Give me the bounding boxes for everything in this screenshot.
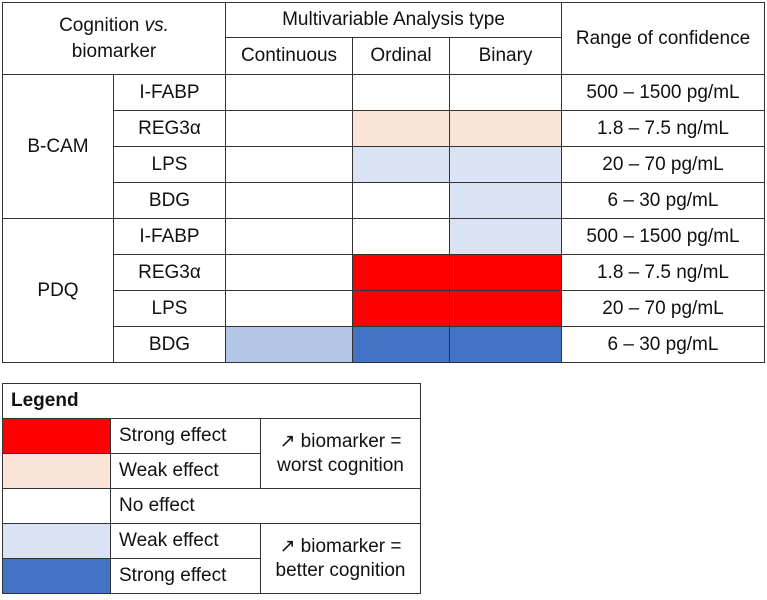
legend-label-strong-better: Strong effect (110, 558, 261, 594)
range-cell: 500 – 1500 pg/mL (561, 218, 765, 255)
results-table: Cognition vs. biomarker Multivariable An… (2, 2, 765, 363)
range-cell: 6 – 30 pg/mL (561, 326, 765, 363)
continuous-effect-cell (225, 74, 353, 111)
biomarker-cell: I-FABP (113, 218, 226, 255)
header-biomarker-text: biomarker (71, 40, 157, 62)
continuous-effect-cell (225, 254, 353, 291)
binary-effect-cell (449, 146, 562, 183)
legend-better-line2: better cognition (275, 559, 406, 581)
ordinal-effect-cell (352, 218, 450, 255)
binary-effect-cell (449, 290, 562, 327)
biomarker-cell: BDG (113, 326, 226, 363)
biomarker-cell: LPS (113, 290, 226, 327)
ordinal-effect-cell (352, 290, 450, 327)
binary-effect-cell (449, 326, 562, 363)
ordinal-effect-cell (352, 254, 450, 291)
continuous-effect-cell (225, 182, 353, 219)
range-cell: 1.8 – 7.5 ng/mL (561, 254, 765, 291)
group-label: B-CAM (2, 74, 114, 219)
range-cell: 20 – 70 pg/mL (561, 290, 765, 327)
table-row: BDG 6 – 30 pg/mL (3, 182, 765, 219)
binary-effect-cell (449, 110, 562, 147)
header-cognition-vs-biomarker: Cognition vs. biomarker (2, 2, 226, 75)
legend-label-weak-worse: Weak effect (110, 453, 261, 489)
binary-effect-cell (449, 182, 562, 219)
legend-label-none: No effect (110, 488, 421, 524)
header-ordinal: Ordinal (352, 37, 450, 75)
range-cell: 1.8 – 7.5 ng/mL (561, 110, 765, 147)
biomarker-cell: REG3α (113, 110, 226, 147)
header-continuous: Continuous (225, 37, 353, 75)
legend-swatch-strong-better (2, 558, 111, 594)
legend-label-strong-worse: Strong effect (110, 418, 261, 454)
legend-swatch-weak-better (2, 523, 111, 559)
continuous-effect-cell (225, 218, 353, 255)
header-cognition-text: Cognition (59, 14, 145, 36)
ordinal-effect-cell (352, 146, 450, 183)
table-row: LPS 20 – 70 pg/mL (3, 146, 765, 183)
legend-worse-line2: worst cognition (277, 454, 404, 476)
ordinal-effect-cell (352, 110, 450, 147)
ordinal-effect-cell (352, 182, 450, 219)
binary-effect-cell (449, 74, 562, 111)
table-row: REG3α 1.8 – 7.5 ng/mL (3, 110, 765, 147)
legend-group-worse-cognition: ↗ biomarker = worst cognition (260, 418, 421, 489)
legend-label-weak-better: Weak effect (110, 523, 261, 559)
biomarker-cell: I-FABP (113, 74, 226, 111)
header-analysis-type: Multivariable Analysis type (225, 2, 562, 38)
legend-worse-line1: ↗ biomarker = (279, 430, 402, 452)
legend-group-better-cognition: ↗ biomarker = better cognition (260, 523, 421, 594)
table-row: PDQ I-FABP 500 – 1500 pg/mL (2, 218, 765, 363)
table-row: REG3α 1.8 – 7.5 ng/mL (3, 254, 765, 291)
continuous-effect-cell (225, 110, 353, 147)
ordinal-effect-cell (352, 74, 450, 111)
continuous-effect-cell (225, 326, 353, 363)
range-cell: 20 – 70 pg/mL (561, 146, 765, 183)
legend-swatch-strong-worse (2, 418, 111, 454)
range-cell: 500 – 1500 pg/mL (561, 74, 765, 111)
continuous-effect-cell (225, 290, 353, 327)
legend-better-line1: ↗ biomarker = (279, 535, 402, 557)
table-row: BDG 6 – 30 pg/mL (3, 326, 765, 363)
table-row: B-CAM I-FABP 500 – 1500 pg/mL (2, 74, 765, 219)
legend-swatch-weak-worse (2, 453, 111, 489)
header-range-of-confidence: Range of confidence (561, 2, 765, 75)
range-cell: 6 – 30 pg/mL (561, 182, 765, 219)
binary-effect-cell (449, 218, 562, 255)
legend-title: Legend (2, 383, 421, 419)
ordinal-effect-cell (352, 326, 450, 363)
biomarker-cell: REG3α (113, 254, 226, 291)
binary-effect-cell (449, 254, 562, 291)
header-vs-text: vs. (144, 14, 169, 36)
table-row: LPS 20 – 70 pg/mL (3, 290, 765, 327)
legend-table: Legend Strong effect ↗ biomarker = worst… (2, 383, 421, 594)
group-label: PDQ (2, 218, 114, 363)
continuous-effect-cell (225, 146, 353, 183)
biomarker-cell: LPS (113, 146, 226, 183)
legend-swatch-none (2, 488, 111, 524)
header-binary: Binary (449, 37, 562, 75)
biomarker-cell: BDG (113, 182, 226, 219)
